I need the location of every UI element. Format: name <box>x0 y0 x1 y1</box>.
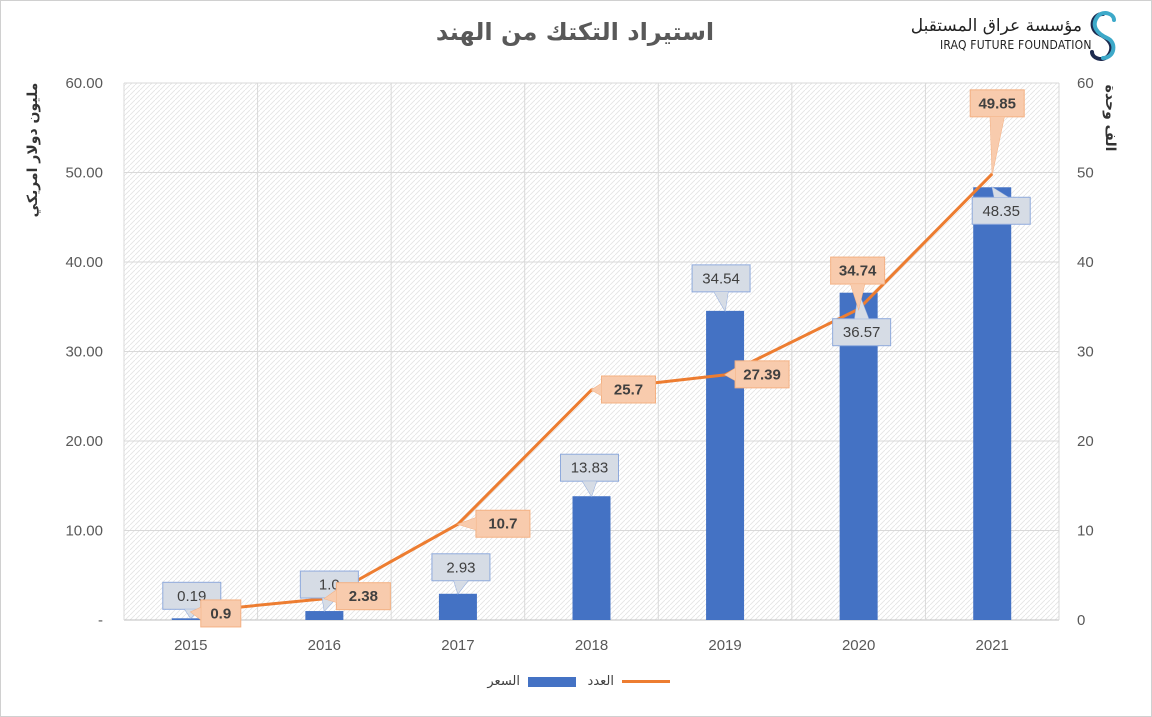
bar-value-label: 48.35 <box>971 186 1031 225</box>
y-left-tick-label: 20.00 <box>65 433 103 450</box>
bar-2016 <box>305 611 344 620</box>
y-left-tick-label: 50.00 <box>65 165 103 182</box>
x-tick-label: 2019 <box>708 637 741 654</box>
callout-pointer-fill <box>582 481 597 497</box>
y-left-tick-label: 40.00 <box>65 254 103 271</box>
line-value-label: 49.85 <box>969 89 1025 174</box>
callout-text: 34.54 <box>702 270 740 287</box>
callout-text: 10.7 <box>488 516 517 533</box>
y-right-tick-label: 0 <box>1077 612 1085 629</box>
legend-price-label: السعر <box>487 674 520 689</box>
callout-box <box>601 375 656 404</box>
callout-box <box>832 318 892 347</box>
bar-2015 <box>171 618 210 620</box>
bar-value-label: 2.93 <box>431 553 491 595</box>
line-value-label: 2.38 <box>323 582 391 611</box>
legend-item-count: العدد <box>588 674 670 689</box>
callout-pointer-fill <box>990 116 1005 174</box>
chart-title: استيراد التكتك من الهند <box>435 18 715 46</box>
callout-box <box>560 453 619 482</box>
callout-pointer-fill <box>324 590 337 603</box>
y-right-tick-label: 50 <box>1077 165 1094 182</box>
callout-box <box>691 264 751 293</box>
callout-pointer-fill <box>850 284 865 310</box>
callout-pointer-fill <box>714 291 729 311</box>
callout-box <box>475 509 531 538</box>
bar-2020 <box>839 292 878 620</box>
callout-text: 49.85 <box>978 95 1016 112</box>
callout-pointer-fill <box>591 383 602 396</box>
bar-2018 <box>572 496 611 620</box>
y-left-tick-label: - <box>98 612 103 629</box>
x-tick-label: 2017 <box>441 637 474 654</box>
x-tick-label: 2020 <box>842 637 875 654</box>
bar-2017 <box>438 593 477 620</box>
callout-text: 2.93 <box>446 559 475 576</box>
y-left-tick-label: 10.00 <box>65 523 103 540</box>
logo-english-name: IRAQ FUTURE FOUNDATION <box>940 38 1092 52</box>
bar-value-label: 34.54 <box>691 264 751 313</box>
line-value-label: 0.9 <box>189 599 242 628</box>
legend-item-price: السعر <box>487 674 576 689</box>
y-right-tick-label: 40 <box>1077 254 1094 271</box>
callout-box <box>971 196 1031 225</box>
callout-text: 1.0 <box>319 577 340 594</box>
y-right-tick-label: 10 <box>1077 523 1094 540</box>
callout-text: 34.74 <box>839 263 877 280</box>
callout-pointer-fill <box>453 580 468 594</box>
callout-box <box>830 256 886 285</box>
line-value-label: 34.74 <box>830 256 886 311</box>
callout-pointer-fill <box>457 517 476 530</box>
logo-mark-icon <box>1090 11 1116 61</box>
bar-value-label: 36.57 <box>832 290 892 347</box>
legend-line-swatch <box>622 680 670 683</box>
line-value-label: 10.7 <box>456 509 531 538</box>
legend-bar-swatch <box>528 676 576 687</box>
callout-box <box>200 599 242 628</box>
callout-box <box>969 89 1025 118</box>
callout-pointer-fill <box>725 368 736 381</box>
callout-text: 27.39 <box>743 366 781 383</box>
callout-text: 48.35 <box>982 203 1020 220</box>
callout-text: 36.57 <box>843 324 881 341</box>
x-tick-label: 2021 <box>976 637 1009 654</box>
x-tick-label: 2018 <box>575 637 608 654</box>
y-right-tick-label: 20 <box>1077 433 1094 450</box>
x-tick-label: 2015 <box>174 637 207 654</box>
line-value-label: 25.7 <box>590 375 656 404</box>
y-left-tick-label: 60.00 <box>65 75 103 92</box>
callout-text: 2.38 <box>349 588 378 605</box>
callout-text: 0.19 <box>177 588 206 605</box>
bar-2021 <box>973 187 1012 620</box>
callout-text: 25.7 <box>614 381 643 398</box>
foundation-logo: مؤسسة عراق المستقبل IRAQ FUTURE FOUNDATI… <box>910 10 1140 62</box>
y-right-tick-label: 30 <box>1077 344 1094 361</box>
bar-2019 <box>706 310 745 620</box>
y-left-tick-label: 30.00 <box>65 344 103 361</box>
callout-pointer-fill <box>190 607 201 620</box>
callout-box <box>734 360 790 389</box>
callout-text: 13.83 <box>571 460 609 477</box>
callout-pointer-fill <box>992 187 1009 198</box>
bar-value-label: 13.83 <box>560 453 619 498</box>
logo-arabic-name: مؤسسة عراق المستقبل <box>910 16 1082 36</box>
legend-count-label: العدد <box>587 674 614 689</box>
y-right-tick-label: 60 <box>1077 75 1094 92</box>
line-value-label: 27.39 <box>724 360 790 389</box>
x-tick-label: 2016 <box>308 637 341 654</box>
callout-text: 0.9 <box>210 605 231 622</box>
